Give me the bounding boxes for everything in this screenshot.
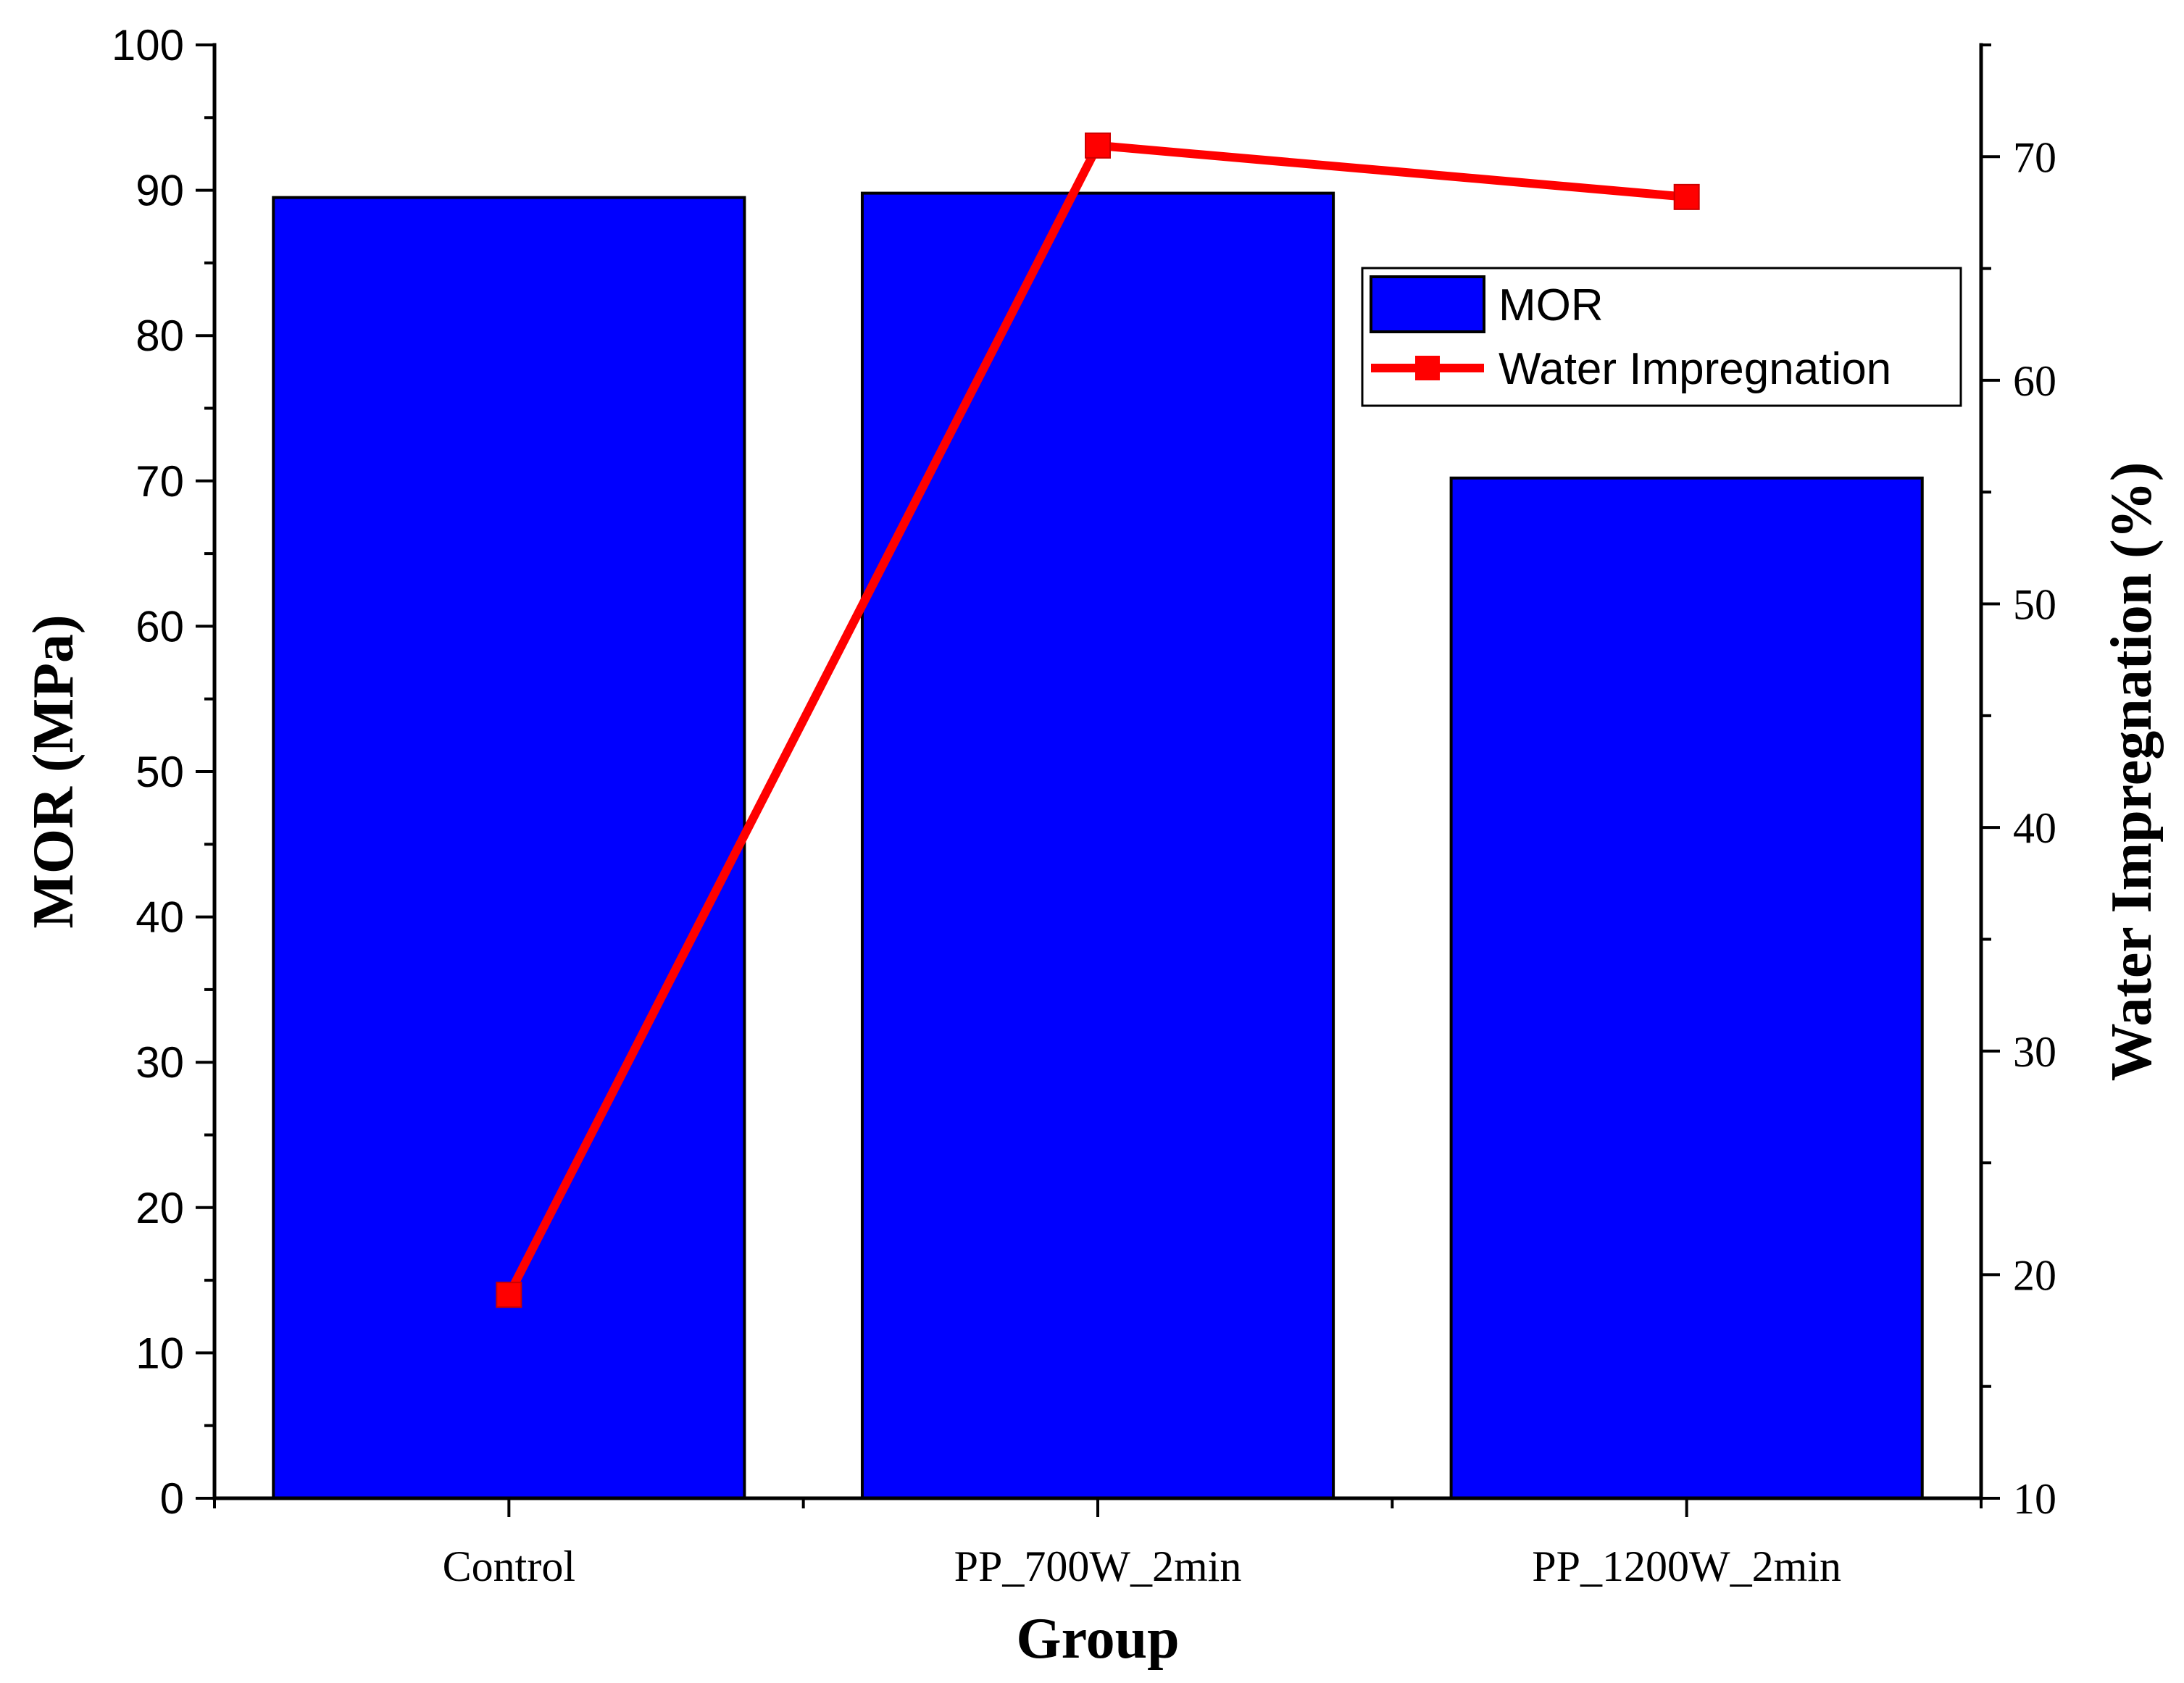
legend-label-water-impregnation: Water Impregnation	[1499, 344, 1891, 394]
y2-tick-label: 40	[2013, 804, 2056, 852]
legend-swatch-mor	[1370, 275, 1485, 333]
y-tick-label: 80	[136, 312, 184, 360]
y-tick-label: 20	[136, 1184, 184, 1232]
line-layer	[496, 132, 1700, 1308]
y2-tick-label: 10	[2013, 1475, 2056, 1523]
y-tick-label: 50	[136, 748, 184, 796]
y-tick-label: 10	[136, 1329, 184, 1377]
y-axis-title: MOR (MPa)	[22, 614, 86, 928]
axes-layer: 0 10 20 30 40 50 60 70 80 90 100 10 20 30 40 50 60 70 Cont…	[22, 21, 2164, 1671]
y2-tick-label: 60	[2013, 357, 2056, 405]
y-tick-label: 90	[136, 167, 184, 215]
x-axis-title: Group	[1016, 1607, 1179, 1671]
y-tick-label: 60	[136, 602, 184, 651]
y-tick-label: 40	[136, 893, 184, 942]
legend-label-mor: MOR	[1499, 280, 1604, 330]
legend-swatch-water-impregnation-marker	[1415, 356, 1440, 380]
bar-pp-1200w-2min	[1449, 476, 1924, 1500]
y2-tick-label: 70	[2013, 133, 2056, 181]
y2-tick-label: 20	[2013, 1251, 2056, 1299]
water-impregnation-point-pp-1200w-2min	[1673, 183, 1700, 210]
water-impregnation-point-pp-700w-2min	[1085, 132, 1111, 159]
water-impregnation-point-control	[496, 1282, 522, 1308]
y-tick-label: 0	[160, 1474, 184, 1523]
x-tick-label: PP_700W_2min	[954, 1542, 1242, 1590]
y-tick-label: 70	[136, 457, 184, 506]
y-tick-label: 30	[136, 1038, 184, 1087]
y-tick-label: 100	[112, 21, 184, 70]
y2-axis-title: Water Impregnation (%)	[2100, 462, 2164, 1082]
bar-pp-700w-2min	[860, 191, 1335, 1500]
legend: MOR Water Impregnation	[1361, 267, 1962, 407]
bar-control	[272, 196, 746, 1500]
y2-tick-label: 50	[2013, 581, 2056, 629]
y2-tick-label: 30	[2013, 1028, 2056, 1076]
x-tick-label: Control	[443, 1542, 575, 1590]
x-tick-label: PP_1200W_2min	[1532, 1542, 1841, 1590]
bars-layer	[272, 191, 1924, 1500]
